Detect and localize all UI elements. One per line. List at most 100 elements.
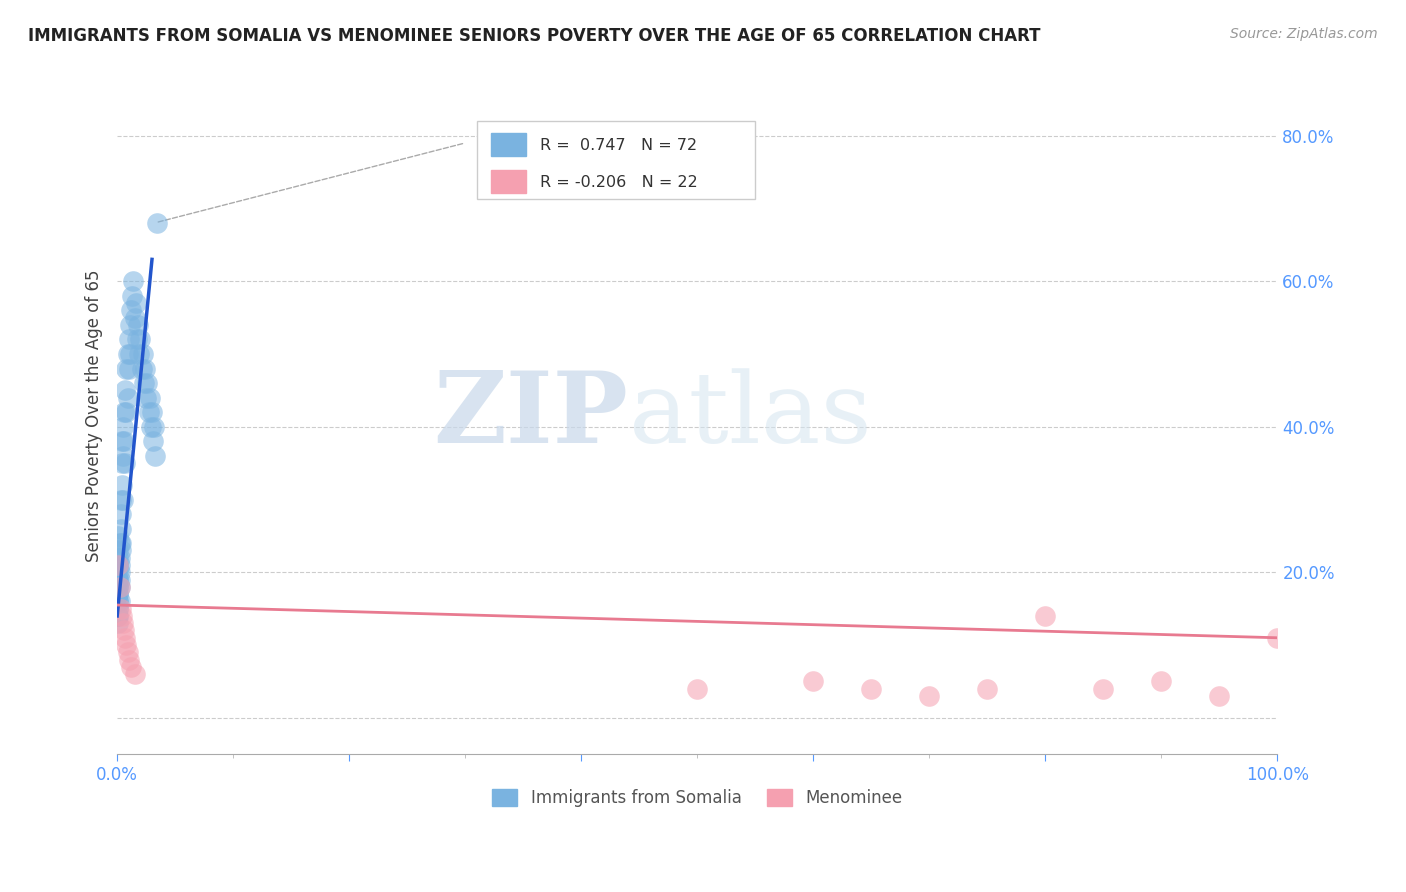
Point xyxy=(1150,674,1173,689)
Point xyxy=(145,449,167,463)
Point xyxy=(132,376,155,390)
Point xyxy=(125,333,148,347)
Point xyxy=(118,347,141,361)
Point xyxy=(118,333,141,347)
Point xyxy=(139,419,162,434)
Point xyxy=(108,566,131,580)
Point xyxy=(115,361,138,376)
Point xyxy=(117,391,139,405)
Point xyxy=(111,456,134,470)
Point xyxy=(107,601,129,615)
Point xyxy=(107,609,129,624)
Point xyxy=(1267,631,1289,645)
Point xyxy=(136,376,159,390)
Point xyxy=(110,601,132,615)
Point xyxy=(145,216,167,230)
Point xyxy=(115,405,138,419)
Point xyxy=(114,456,136,470)
Point xyxy=(117,347,139,361)
Point xyxy=(108,550,131,565)
Point xyxy=(118,652,141,666)
Point xyxy=(107,558,129,572)
Point xyxy=(131,361,153,376)
Bar xyxy=(491,134,526,156)
Point xyxy=(118,361,141,376)
Point xyxy=(976,681,998,696)
Point xyxy=(128,347,150,361)
Point xyxy=(120,303,142,318)
Point xyxy=(107,609,129,624)
Point xyxy=(107,587,129,601)
Point xyxy=(918,689,941,703)
Point xyxy=(118,318,141,332)
Point xyxy=(1208,689,1230,703)
Point xyxy=(107,529,129,543)
Point xyxy=(111,419,134,434)
Point xyxy=(134,361,156,376)
Point xyxy=(107,594,129,608)
Point xyxy=(112,405,135,419)
Point xyxy=(132,347,155,361)
Point xyxy=(110,543,132,558)
Text: Source: ZipAtlas.com: Source: ZipAtlas.com xyxy=(1230,27,1378,41)
Point xyxy=(107,573,129,587)
Point xyxy=(111,492,134,507)
Point xyxy=(138,391,160,405)
Point xyxy=(135,391,157,405)
Point xyxy=(107,594,129,608)
Point xyxy=(108,536,131,550)
Point xyxy=(107,550,129,565)
Point xyxy=(107,558,129,572)
Point xyxy=(801,674,824,689)
Point xyxy=(124,667,146,681)
Point xyxy=(107,616,129,631)
Point xyxy=(111,478,134,492)
Point xyxy=(138,405,160,419)
Legend: Immigrants from Somalia, Menominee: Immigrants from Somalia, Menominee xyxy=(486,782,908,814)
Point xyxy=(110,536,132,550)
Point xyxy=(143,419,166,434)
Point xyxy=(1033,609,1056,624)
Point xyxy=(107,580,129,594)
Point xyxy=(121,289,143,303)
Point xyxy=(1092,681,1115,696)
Point xyxy=(124,310,146,325)
Point xyxy=(112,624,135,638)
Point xyxy=(108,580,131,594)
Y-axis label: Seniors Poverty Over the Age of 65: Seniors Poverty Over the Age of 65 xyxy=(86,269,103,562)
Point xyxy=(107,558,129,572)
Point xyxy=(686,681,709,696)
Point xyxy=(860,681,883,696)
Point xyxy=(107,543,129,558)
Point xyxy=(111,434,134,449)
Text: ZIP: ZIP xyxy=(433,368,627,465)
Point xyxy=(114,384,136,398)
Point xyxy=(107,566,129,580)
Point xyxy=(127,318,149,332)
Point xyxy=(108,580,131,594)
Point xyxy=(111,449,134,463)
Text: atlas: atlas xyxy=(628,368,872,464)
Point xyxy=(117,645,139,659)
Point xyxy=(108,573,131,587)
Point xyxy=(114,631,136,645)
Point xyxy=(108,558,131,572)
Point xyxy=(107,573,129,587)
Text: IMMIGRANTS FROM SOMALIA VS MENOMINEE SENIORS POVERTY OVER THE AGE OF 65 CORRELAT: IMMIGRANTS FROM SOMALIA VS MENOMINEE SEN… xyxy=(28,27,1040,45)
Point xyxy=(110,492,132,507)
Text: R = -0.206   N = 22: R = -0.206 N = 22 xyxy=(540,175,697,190)
Point xyxy=(107,580,129,594)
Bar xyxy=(491,170,526,193)
Point xyxy=(141,405,163,419)
Point xyxy=(115,638,138,652)
Point xyxy=(142,434,165,449)
Point xyxy=(107,601,129,615)
Point xyxy=(125,296,148,310)
Point xyxy=(110,507,132,521)
Point xyxy=(111,616,134,631)
Point xyxy=(122,274,145,288)
Point xyxy=(112,434,135,449)
Point xyxy=(111,609,134,624)
Point xyxy=(110,522,132,536)
Point xyxy=(120,660,142,674)
